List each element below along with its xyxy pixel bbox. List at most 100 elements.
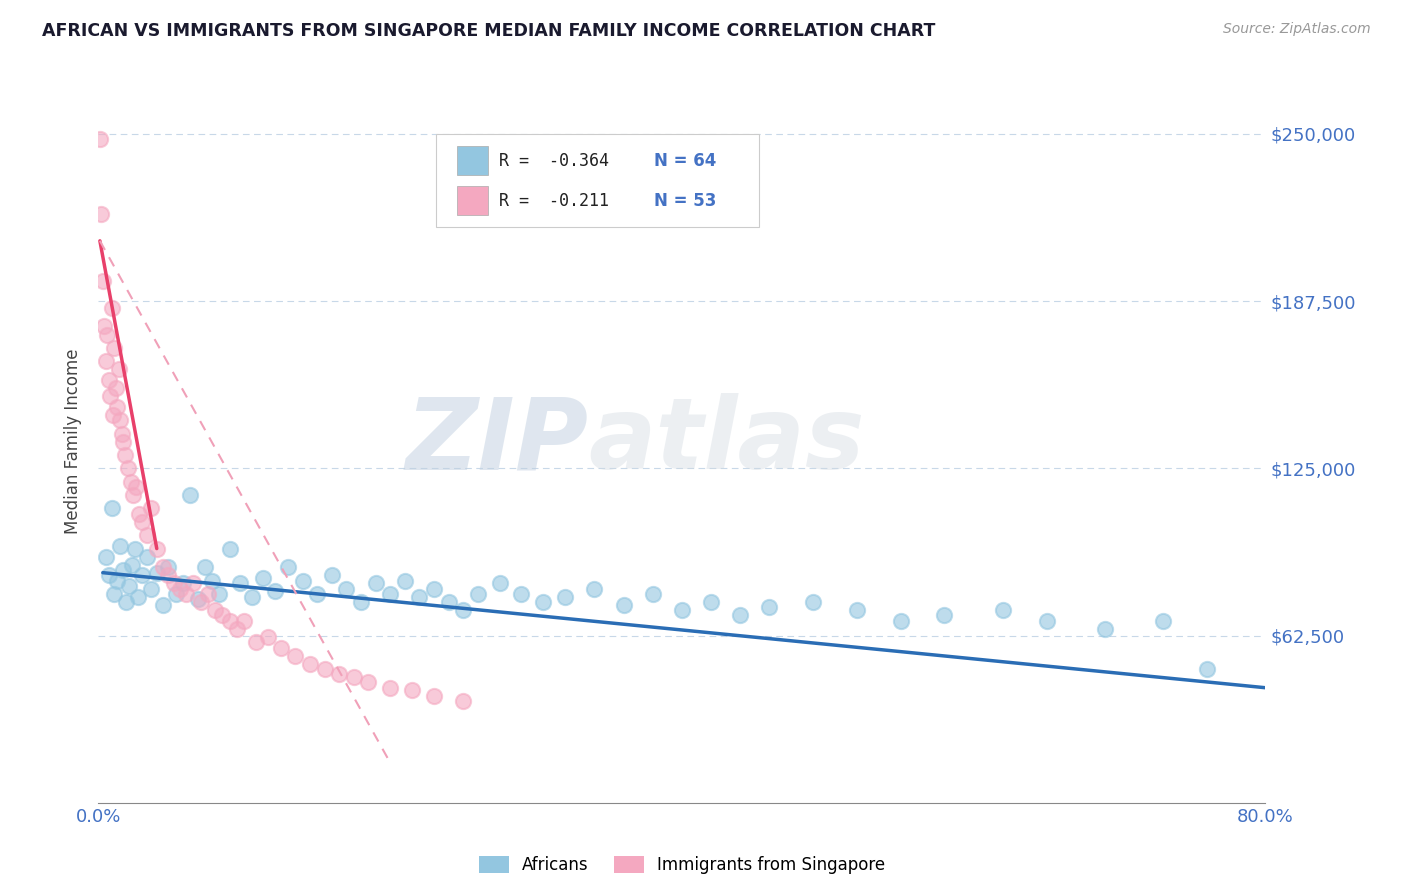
Point — [131, 515, 153, 529]
Point — [583, 582, 606, 596]
Text: N = 53: N = 53 — [654, 192, 716, 210]
Point — [730, 608, 752, 623]
Point — [120, 475, 142, 489]
Point — [128, 507, 150, 521]
Text: R =  -0.364: R = -0.364 — [499, 152, 609, 169]
Point — [314, 662, 336, 676]
Point — [157, 560, 180, 574]
Point — [94, 354, 117, 368]
Point — [96, 327, 118, 342]
Point — [93, 319, 115, 334]
Point — [110, 539, 132, 553]
Point — [135, 528, 157, 542]
Point — [208, 587, 231, 601]
Point — [152, 560, 174, 574]
Point — [245, 635, 267, 649]
Point — [1152, 614, 1174, 628]
Point — [97, 373, 120, 387]
Point — [350, 595, 373, 609]
Point — [139, 501, 162, 516]
Text: AFRICAN VS IMMIGRANTS FROM SINGAPORE MEDIAN FAMILY INCOME CORRELATION CHART: AFRICAN VS IMMIGRANTS FROM SINGAPORE MED… — [42, 22, 935, 40]
Point — [90, 207, 112, 221]
Point — [423, 689, 446, 703]
Point — [117, 461, 139, 475]
Point — [118, 579, 141, 593]
Point — [103, 341, 125, 355]
Point — [124, 541, 146, 556]
Point — [157, 568, 180, 582]
Point — [100, 301, 122, 315]
Point — [277, 560, 299, 574]
Point — [343, 670, 366, 684]
Point — [146, 541, 169, 556]
Point — [423, 582, 446, 596]
Point — [125, 480, 148, 494]
Point — [218, 541, 240, 556]
Point — [252, 571, 274, 585]
Text: Source: ZipAtlas.com: Source: ZipAtlas.com — [1223, 22, 1371, 37]
Point — [934, 608, 956, 623]
Point — [991, 603, 1014, 617]
Point — [112, 434, 135, 449]
Point — [105, 400, 128, 414]
Point — [641, 587, 664, 601]
Point — [139, 582, 162, 596]
Point — [256, 630, 278, 644]
Point — [187, 592, 209, 607]
Point — [291, 574, 314, 588]
Point — [122, 488, 145, 502]
Point — [335, 582, 357, 596]
Point — [226, 622, 249, 636]
Point — [197, 587, 219, 601]
Point — [181, 576, 204, 591]
Point — [204, 603, 226, 617]
Point — [357, 675, 380, 690]
Point — [264, 584, 287, 599]
Point — [408, 590, 430, 604]
Point — [284, 648, 307, 663]
Point — [174, 587, 197, 601]
Point — [364, 576, 387, 591]
Point — [98, 389, 121, 403]
Point — [1035, 614, 1057, 628]
Point — [451, 694, 474, 708]
Point — [152, 598, 174, 612]
Point — [437, 595, 460, 609]
Point — [240, 590, 263, 604]
Point — [115, 595, 138, 609]
Point — [1094, 622, 1116, 636]
Legend: Africans, Immigrants from Singapore: Africans, Immigrants from Singapore — [478, 855, 886, 874]
Point — [270, 640, 292, 655]
Point — [233, 614, 256, 628]
Point — [131, 568, 153, 582]
Text: R =  -0.211: R = -0.211 — [499, 192, 609, 210]
Point — [100, 501, 122, 516]
Point — [110, 413, 132, 427]
Point — [179, 488, 201, 502]
Y-axis label: Median Family Income: Median Family Income — [65, 349, 83, 534]
Point — [112, 563, 135, 577]
Point — [401, 683, 423, 698]
Point — [101, 408, 124, 422]
Point — [531, 595, 554, 609]
Point — [97, 568, 120, 582]
Text: ZIP: ZIP — [405, 393, 589, 490]
Point — [394, 574, 416, 588]
Point — [328, 667, 350, 681]
Point — [890, 614, 912, 628]
Point — [1195, 662, 1218, 676]
Point — [89, 132, 111, 146]
Point — [194, 560, 217, 574]
Text: atlas: atlas — [589, 393, 865, 490]
Point — [229, 576, 252, 591]
Point — [758, 600, 780, 615]
Point — [211, 608, 233, 623]
Point — [451, 603, 474, 617]
Point — [111, 426, 134, 441]
Point — [190, 595, 212, 609]
Point — [114, 448, 136, 462]
Point — [135, 549, 157, 564]
Point — [612, 598, 634, 612]
Point — [104, 381, 127, 395]
Point — [169, 582, 191, 596]
